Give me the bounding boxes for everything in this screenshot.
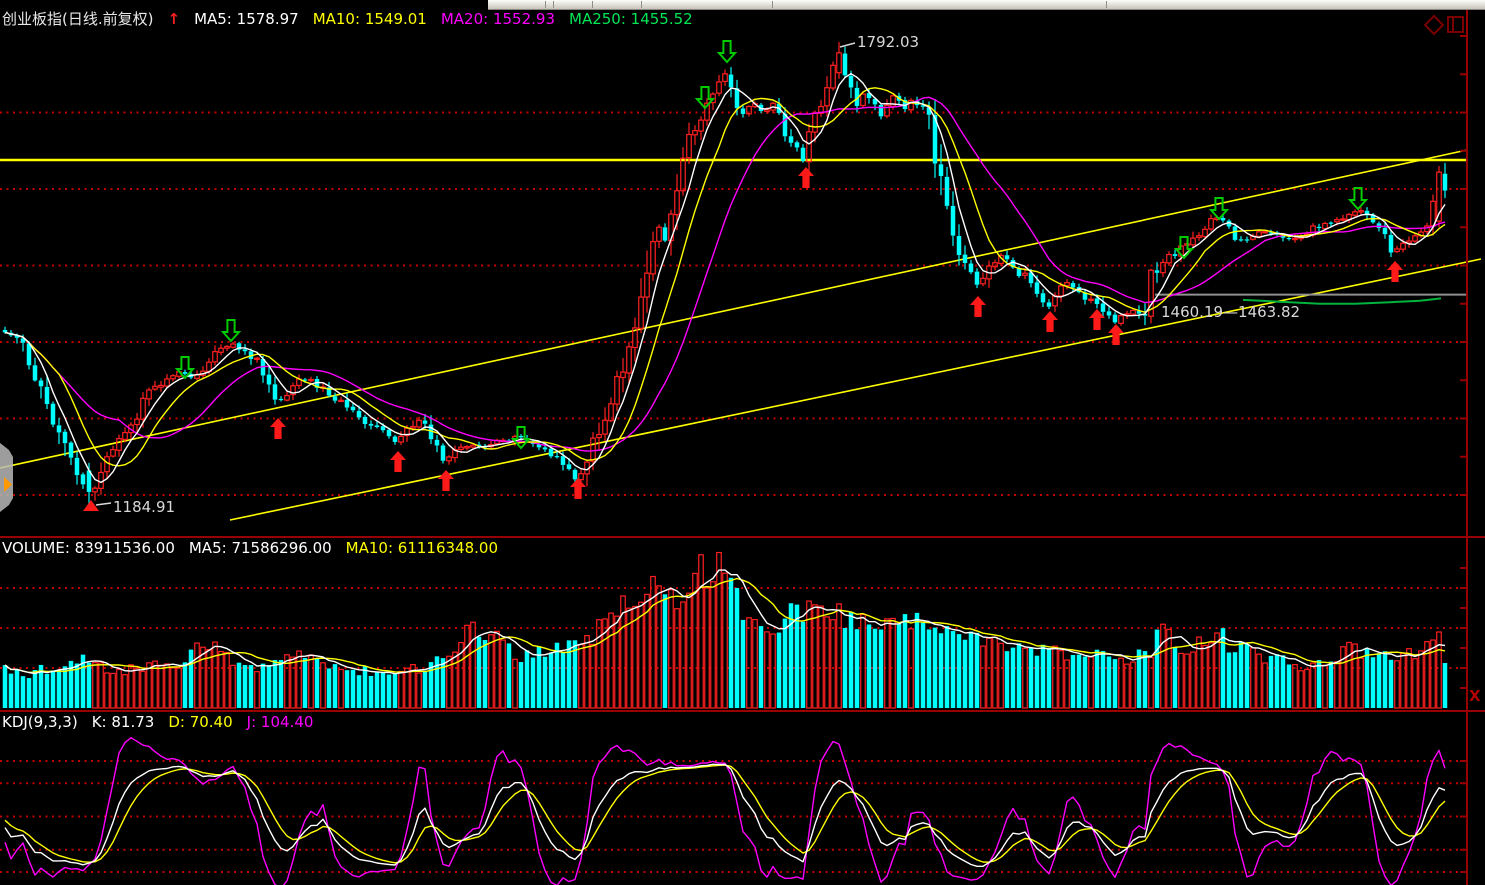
- buy-arrow-icon: [1042, 311, 1058, 332]
- volume-ma-lines: [4, 569, 1446, 675]
- sell-arrow-icon: [220, 319, 242, 343]
- sell-arrow-icon: [510, 426, 532, 450]
- close-indicator-icon[interactable]: X: [1469, 687, 1481, 705]
- expander-arrow-icon: [4, 477, 12, 492]
- trend-up-icon: ↑: [167, 10, 181, 28]
- toolbar-separator: [592, 1, 593, 8]
- buy-arrow-icon: [270, 418, 286, 439]
- diamond-icon: [1423, 14, 1445, 36]
- j-readout: J: 104.40: [246, 713, 314, 731]
- d-readout: D: 70.40: [168, 713, 233, 731]
- sell-arrow-icon: [1347, 187, 1369, 211]
- annotation-low-price: 1184.91: [113, 498, 176, 516]
- buy-arrow-icon: [798, 167, 814, 188]
- trendlines: [0, 149, 1482, 521]
- sell-arrow-icon: [174, 356, 196, 380]
- candles-layer: [2, 42, 1448, 507]
- ma10-readout: MA10: 1549.01: [312, 10, 427, 28]
- annotation-peak-price: 1792.03: [857, 33, 920, 51]
- buy-arrow-icon: [1387, 261, 1403, 282]
- volume-readout: VOLUME: 83911536.00: [2, 539, 175, 557]
- sell-arrow-icon: [1173, 236, 1195, 260]
- low-triangle-icon: [83, 500, 99, 511]
- left-expander[interactable]: [0, 443, 13, 512]
- sell-arrow-icon: [1208, 197, 1230, 221]
- volume-bars: [2, 551, 1448, 709]
- buy-arrow-icon: [970, 296, 986, 317]
- annotation-gap-range: 1460.19—1463.82: [1161, 303, 1301, 321]
- right-axis: [0, 9, 1485, 885]
- kdj-lines: [4, 737, 1446, 885]
- ma250-readout: MA250: 1455.52: [569, 10, 693, 28]
- chart-title: 创业板指(日线.前复权): [2, 10, 154, 28]
- buy-arrow-icon: [390, 451, 406, 472]
- ma20-readout: MA20: 1552.93: [440, 10, 555, 28]
- kdj-gridlines: [0, 760, 1466, 873]
- sell-arrow-icon: [694, 86, 716, 110]
- kdj-header: KDJ(9,3,3) K: 81.73 D: 70.40 J: 104.40: [2, 714, 313, 731]
- kdj-label: KDJ(9,3,3): [2, 713, 78, 731]
- signal-markers: [83, 40, 1403, 511]
- toolbar-strip[interactable]: [488, 0, 1485, 10]
- volume-ma5-readout: MA5: 71586296.00: [188, 539, 332, 557]
- buy-arrow-icon: [1108, 324, 1124, 345]
- ma250-line: [1242, 297, 1442, 305]
- toolbar-separator: [1106, 1, 1107, 8]
- toolbar-separator: [545, 1, 546, 8]
- toolbar-separator: [641, 1, 642, 8]
- k-readout: K: 81.73: [91, 713, 155, 731]
- buy-arrow-icon: [438, 470, 454, 491]
- buy-arrow-icon: [1089, 309, 1105, 330]
- candle-header: 创业板指(日线.前复权) ↑ MA5: 1578.97 MA10: 1549.0…: [2, 11, 693, 28]
- toolbar-separator: [553, 1, 554, 8]
- volume-header: VOLUME: 83911536.00 MA5: 71586296.00 MA1…: [2, 540, 498, 557]
- buy-arrow-icon: [570, 478, 586, 499]
- sell-arrow-icon: [716, 40, 738, 64]
- volume-ma10-readout: MA10: 61116348.00: [345, 539, 498, 557]
- toolbar-separator: [772, 1, 773, 8]
- ma5-readout: MA5: 1578.97: [194, 10, 299, 28]
- window-icon: [1447, 16, 1464, 33]
- corner-icons[interactable]: [1423, 14, 1464, 36]
- ma-lines: [4, 72, 1446, 484]
